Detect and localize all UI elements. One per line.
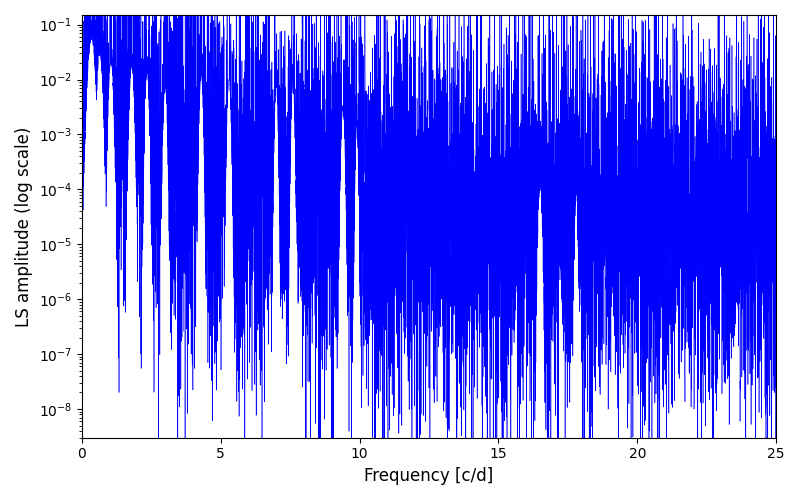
X-axis label: Frequency [c/d]: Frequency [c/d] <box>364 467 494 485</box>
Y-axis label: LS amplitude (log scale): LS amplitude (log scale) <box>15 126 33 326</box>
